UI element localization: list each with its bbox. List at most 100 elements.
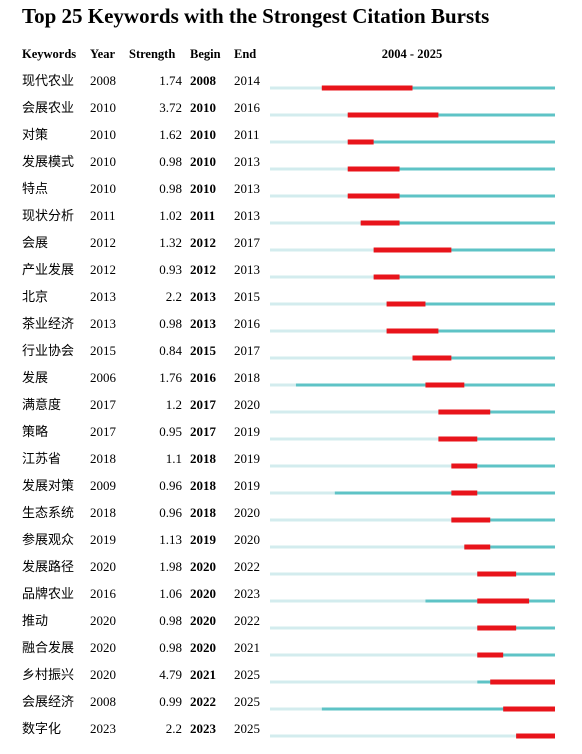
strength: 0.99 (159, 694, 182, 709)
year: 2015 (90, 343, 116, 358)
year: 2012 (90, 235, 116, 250)
active-line (451, 464, 555, 468)
end: 2025 (234, 667, 260, 682)
burst-bar (490, 679, 555, 685)
active-line (295, 383, 555, 387)
active-line (321, 707, 555, 711)
burst-bar (412, 355, 452, 361)
strength: 1.2 (166, 397, 182, 412)
strength: 0.98 (159, 640, 182, 655)
year: 2016 (90, 586, 117, 601)
keyword: 茶业经济 (22, 316, 74, 331)
begin: 2016 (190, 370, 217, 385)
year: 2020 (90, 613, 116, 628)
burst-bar (321, 85, 413, 91)
pre-year-line (270, 248, 374, 252)
strength: 0.96 (159, 505, 182, 520)
year: 2008 (90, 73, 116, 88)
begin: 2011 (190, 208, 215, 223)
pre-year-line (270, 329, 387, 333)
burst-bar (451, 517, 491, 523)
begin: 2020 (190, 640, 216, 655)
begin: 2020 (190, 586, 216, 601)
year: 2010 (90, 127, 116, 142)
keyword: 现状分析 (22, 208, 74, 223)
pre-year-line (270, 113, 348, 117)
pre-year-line (270, 437, 439, 441)
end: 2020 (234, 505, 260, 520)
pre-year-line (270, 167, 348, 171)
active-line (373, 248, 555, 252)
pre-year-line (270, 464, 452, 468)
begin: 2018 (190, 478, 217, 493)
end: 2021 (234, 640, 260, 655)
burst-bar (347, 193, 400, 199)
begin: 2017 (190, 397, 217, 412)
burst-bar (386, 301, 426, 307)
strength: 0.98 (159, 613, 182, 628)
keyword: 策略 (22, 424, 48, 439)
burst-bar (503, 706, 555, 712)
strength: 1.06 (159, 586, 182, 601)
strength: 0.84 (159, 343, 182, 358)
keyword: 发展对策 (22, 478, 74, 493)
year: 2019 (90, 532, 116, 547)
active-line (373, 275, 555, 279)
strength: 1.98 (159, 559, 182, 574)
active-line (347, 113, 555, 117)
end: 2014 (234, 73, 261, 88)
year: 2010 (90, 181, 116, 196)
pre-year-line (270, 221, 361, 225)
strength: 1.02 (159, 208, 182, 223)
keyword: 生态系统 (22, 505, 74, 520)
year: 2017 (90, 424, 117, 439)
year: 2020 (90, 667, 116, 682)
pre-year-line (270, 275, 374, 279)
burst-bar (438, 436, 478, 442)
begin: 2018 (190, 451, 217, 466)
burst-bar (373, 274, 400, 280)
end: 2022 (234, 559, 260, 574)
keyword: 数字化 (22, 721, 61, 736)
begin: 2021 (190, 667, 216, 682)
keyword: 发展路径 (22, 559, 74, 574)
strength: 1.1 (166, 451, 182, 466)
burst-bar (451, 463, 478, 469)
strength: 0.98 (159, 154, 182, 169)
pre-year-line (270, 410, 439, 414)
pre-year-line (270, 653, 478, 657)
strength: 1.13 (159, 532, 182, 547)
strength: 4.79 (159, 667, 182, 682)
active-line (477, 653, 555, 657)
active-line (321, 86, 555, 90)
year: 2020 (90, 559, 116, 574)
keyword: 北京 (22, 289, 48, 304)
pre-year-line (270, 545, 465, 549)
active-line (438, 437, 555, 441)
keyword: 品牌农业 (22, 586, 74, 601)
pre-year-line (270, 734, 517, 738)
active-line (412, 356, 555, 360)
burst-bar (347, 139, 374, 145)
header-begin: Begin (190, 47, 221, 61)
pre-year-line (270, 194, 348, 198)
pre-year-line (270, 140, 348, 144)
end: 2017 (234, 235, 261, 250)
strength: 1.32 (159, 235, 182, 250)
year: 2009 (90, 478, 116, 493)
keyword: 乡村振兴 (22, 667, 74, 682)
end: 2025 (234, 694, 260, 709)
year: 2008 (90, 694, 116, 709)
active-line (347, 167, 555, 171)
begin: 2010 (190, 100, 216, 115)
pre-year-line (270, 86, 322, 90)
pre-year-line (270, 383, 296, 387)
year: 2017 (90, 397, 117, 412)
pre-year-line (270, 491, 335, 495)
strength: 2.2 (166, 289, 182, 304)
active-line (386, 302, 555, 306)
year: 2010 (90, 100, 116, 115)
strength: 0.98 (159, 316, 182, 331)
year: 2018 (90, 451, 116, 466)
